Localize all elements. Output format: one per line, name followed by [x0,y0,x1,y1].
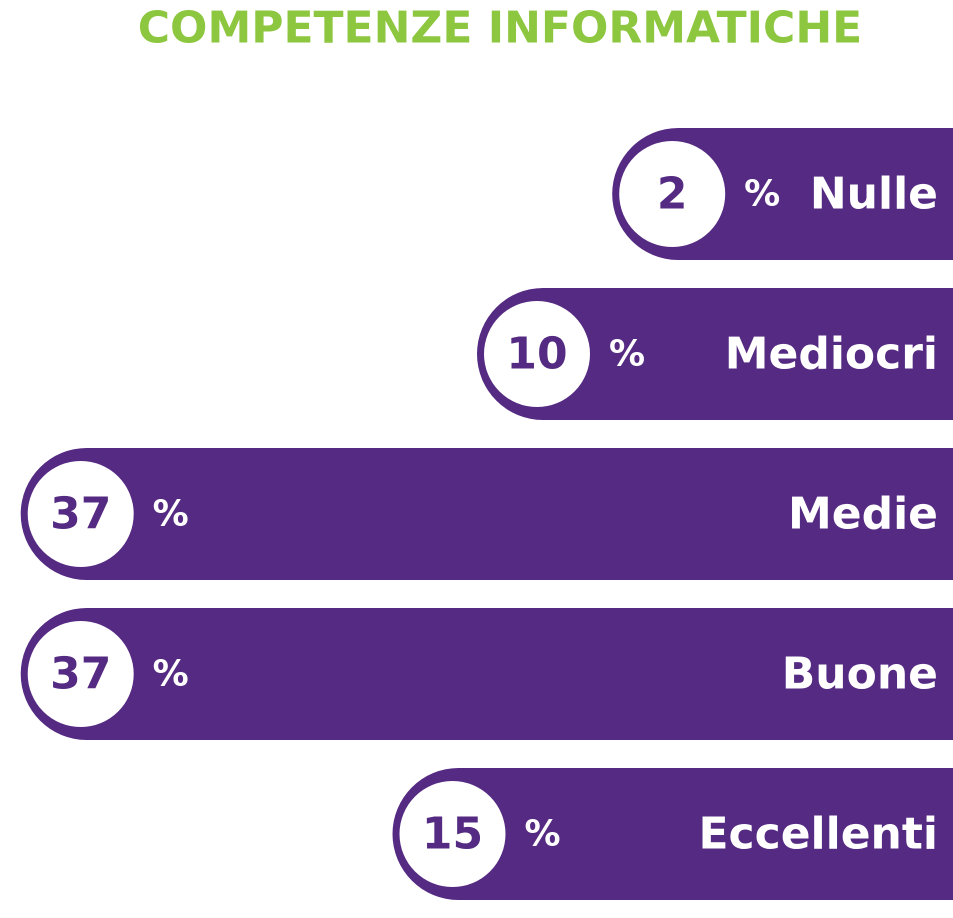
value-badge [27,621,134,727]
value-label: 37 [50,649,111,700]
value-badge [399,781,506,887]
chart-title: COMPETENZE INFORMATICHE [138,3,862,54]
bar [20,608,953,740]
category-label: Nulle [810,169,938,220]
value-unit: % [524,814,560,855]
value-unit: % [153,654,189,695]
bar [477,288,953,420]
bar [392,768,953,900]
category-label: Mediocri [725,329,938,380]
value-label: 37 [50,489,111,540]
value-badge [484,301,590,407]
value-label: 15 [422,809,483,860]
category-label: Buone [782,649,938,700]
value-badge [619,141,726,247]
value-label: 10 [506,329,567,380]
value-label: 2 [657,169,688,220]
category-label: Medie [788,489,938,540]
category-label: Eccellenti [698,809,938,860]
bar [20,448,953,580]
value-badge [27,461,134,567]
value-unit: % [153,494,189,535]
value-unit: % [609,334,645,375]
value-unit: % [744,174,780,215]
